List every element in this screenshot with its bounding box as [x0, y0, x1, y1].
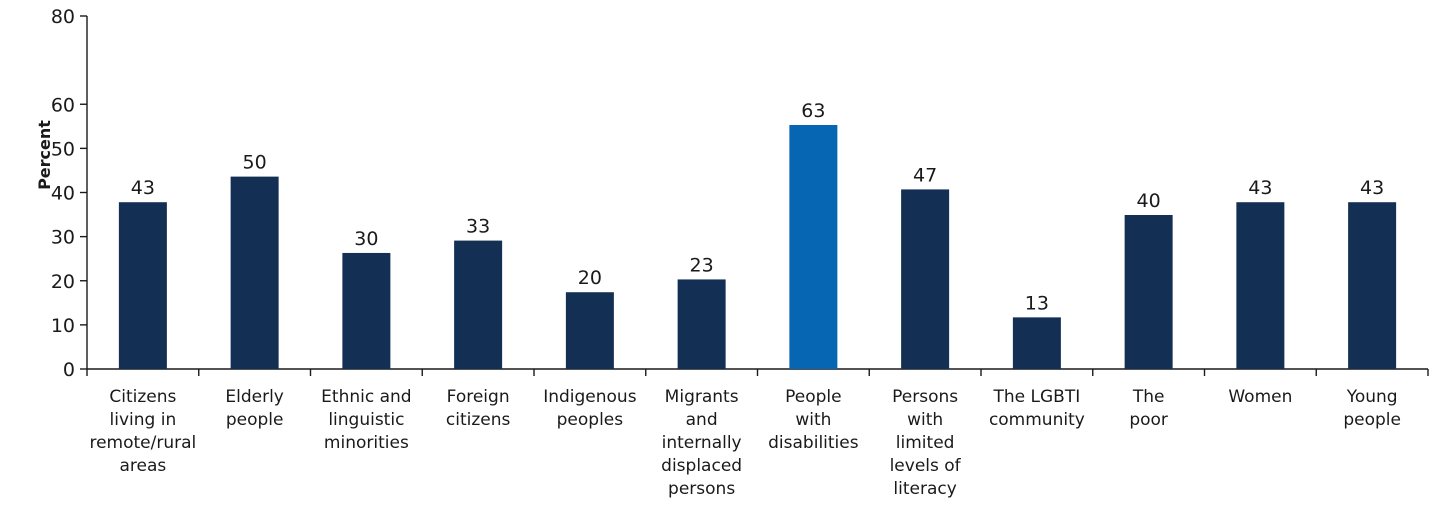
bar — [1124, 215, 1173, 369]
x-tick-label-line: Citizens — [109, 387, 176, 407]
x-tick-labels: Citizens living in remote/rural areas Elderl… — [89, 387, 1400, 499]
x-tick-label-line: Foreign — [447, 387, 510, 407]
bars — [118, 124, 1397, 370]
x-tick-label-line: community — [989, 410, 1085, 430]
data-label: 20 — [578, 267, 602, 289]
x-tick-label-line: displaced — [661, 456, 742, 476]
x-tick-label-line: Persons — [892, 387, 958, 407]
data-label: 13 — [1025, 292, 1049, 314]
x-tick-label: The LGBTI community — [989, 387, 1085, 430]
x-tick-label-line: people — [226, 410, 284, 430]
y-axis: 0 10 20 30 40 50 60 80 — [51, 6, 88, 381]
data-label: 30 — [354, 228, 378, 250]
bar — [230, 176, 279, 369]
bar — [1236, 202, 1285, 369]
x-tick-label-line: The — [1132, 387, 1165, 407]
data-label: 33 — [466, 216, 490, 238]
bar — [789, 124, 838, 370]
x-tick-label-line: limited — [896, 433, 955, 453]
x-tick-label-line: disabilities — [768, 433, 859, 453]
x-tick-label: People with disabilities — [768, 387, 859, 453]
x-tick-label: Foreign citizens — [446, 387, 511, 430]
bar — [565, 292, 614, 369]
x-tick-label: Women — [1228, 387, 1292, 407]
x-tick-label-line: Indigenous — [543, 387, 637, 407]
x-tick-label-line: internally — [662, 433, 742, 453]
x-tick-label: Migrants and internally displaced persons — [661, 387, 742, 499]
x-tick-label: Indigenous peoples — [543, 387, 637, 430]
x-tick-label-line: The LGBTI — [993, 387, 1081, 407]
bar — [342, 252, 391, 369]
x-tick-label-line: literacy — [893, 479, 956, 499]
y-tick-label: 80 — [51, 6, 75, 28]
data-label: 50 — [243, 152, 267, 174]
bar — [1348, 202, 1397, 369]
data-label: 47 — [913, 164, 937, 186]
y-tick-label: 30 — [51, 227, 75, 249]
x-tick-label: Young people — [1343, 387, 1401, 430]
x-tick-label: Elderly people — [225, 387, 284, 430]
x-tick-label-line: living in — [110, 410, 177, 430]
bar — [677, 279, 726, 369]
x-tick-label-line: Ethnic and — [321, 387, 411, 407]
data-labels: 43 50 30 33 20 23 63 47 13 40 43 43 — [131, 100, 1384, 314]
x-tick-label-line: Young — [1346, 387, 1398, 407]
x-tick-label: Persons with limited levels of literacy — [890, 387, 962, 499]
x-tick-label-line: areas — [119, 456, 166, 476]
data-label: 63 — [801, 100, 825, 122]
x-tick-label-line: levels of — [890, 456, 962, 476]
x-tick-label-line: with — [795, 410, 831, 430]
x-tick-label-line: peoples — [557, 410, 624, 430]
bar — [454, 240, 503, 369]
x-tick-label-line: and — [686, 410, 718, 430]
bar — [1012, 317, 1061, 369]
y-tick-label: 20 — [51, 271, 75, 293]
data-label: 43 — [131, 177, 155, 199]
x-tick-label-line: People — [785, 387, 841, 407]
data-label: 43 — [1248, 177, 1272, 199]
x-tick-label-line: Elderly — [225, 387, 284, 407]
x-tick-label-line: Migrants — [665, 387, 739, 407]
y-axis-title: Percent — [35, 120, 54, 190]
bar — [901, 189, 950, 369]
x-tick-label-line: minorities — [324, 433, 409, 453]
x-tick-label-line: linguistic — [328, 410, 404, 430]
data-label: 43 — [1360, 177, 1384, 199]
x-tick-label: Citizens living in remote/rural areas — [89, 387, 196, 476]
y-tick-label: 0 — [63, 359, 75, 381]
x-tick-label-line: poor — [1129, 410, 1168, 430]
x-tick-label-line: with — [907, 410, 943, 430]
x-tick-label-line: Women — [1228, 387, 1292, 407]
bar — [118, 202, 167, 369]
data-label: 40 — [1137, 190, 1161, 212]
y-tick-label: 40 — [51, 183, 75, 205]
y-tick-label: 10 — [51, 315, 75, 337]
x-tick-label-line: people — [1343, 410, 1401, 430]
x-axis — [86, 368, 1429, 376]
y-tick-label: 50 — [51, 138, 75, 160]
x-tick-label-line: persons — [668, 479, 735, 499]
x-tick-label-line: citizens — [446, 410, 511, 430]
x-tick-label: Ethnic and linguistic minorities — [321, 387, 411, 453]
data-label: 23 — [690, 254, 714, 276]
x-tick-label-line: remote/rural — [89, 433, 196, 453]
x-tick-label: The poor — [1129, 387, 1168, 430]
y-tick-label: 60 — [51, 94, 75, 116]
